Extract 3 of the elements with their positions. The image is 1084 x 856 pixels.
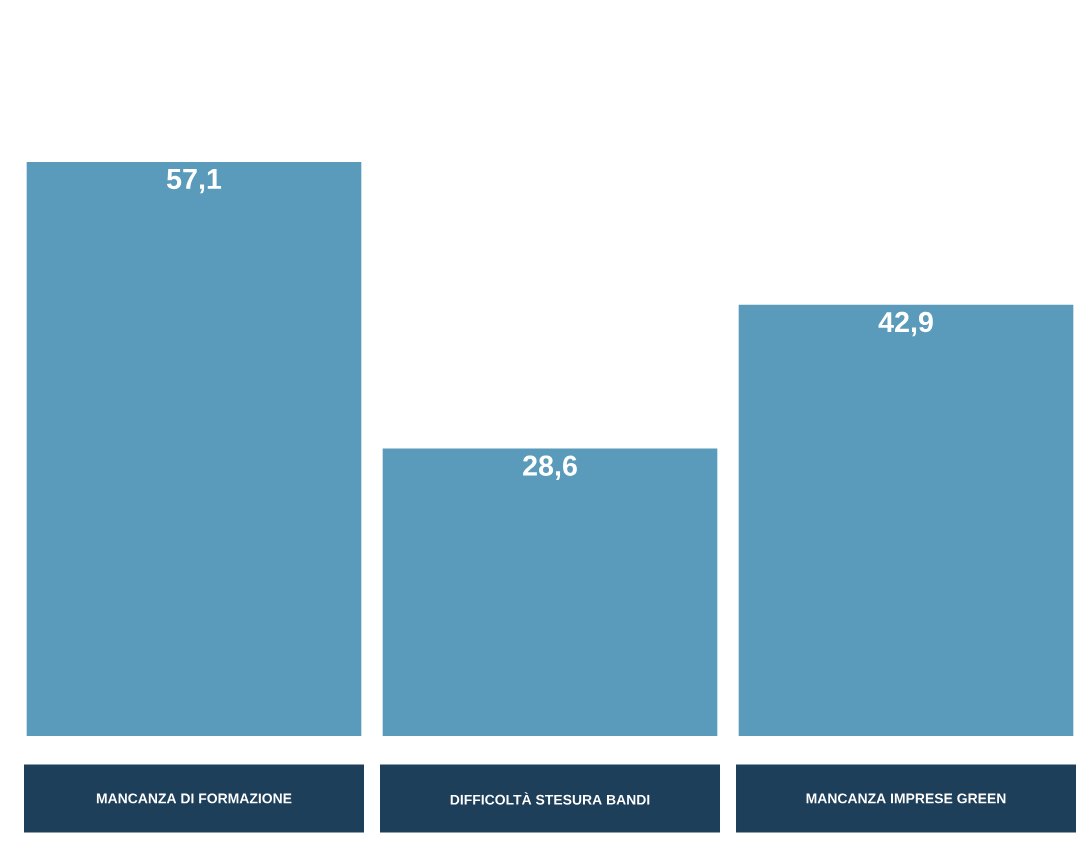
data-label: 57,1 (166, 169, 222, 194)
data-label: 28,6 (523, 455, 577, 481)
data-label: 42,9 (878, 311, 933, 337)
